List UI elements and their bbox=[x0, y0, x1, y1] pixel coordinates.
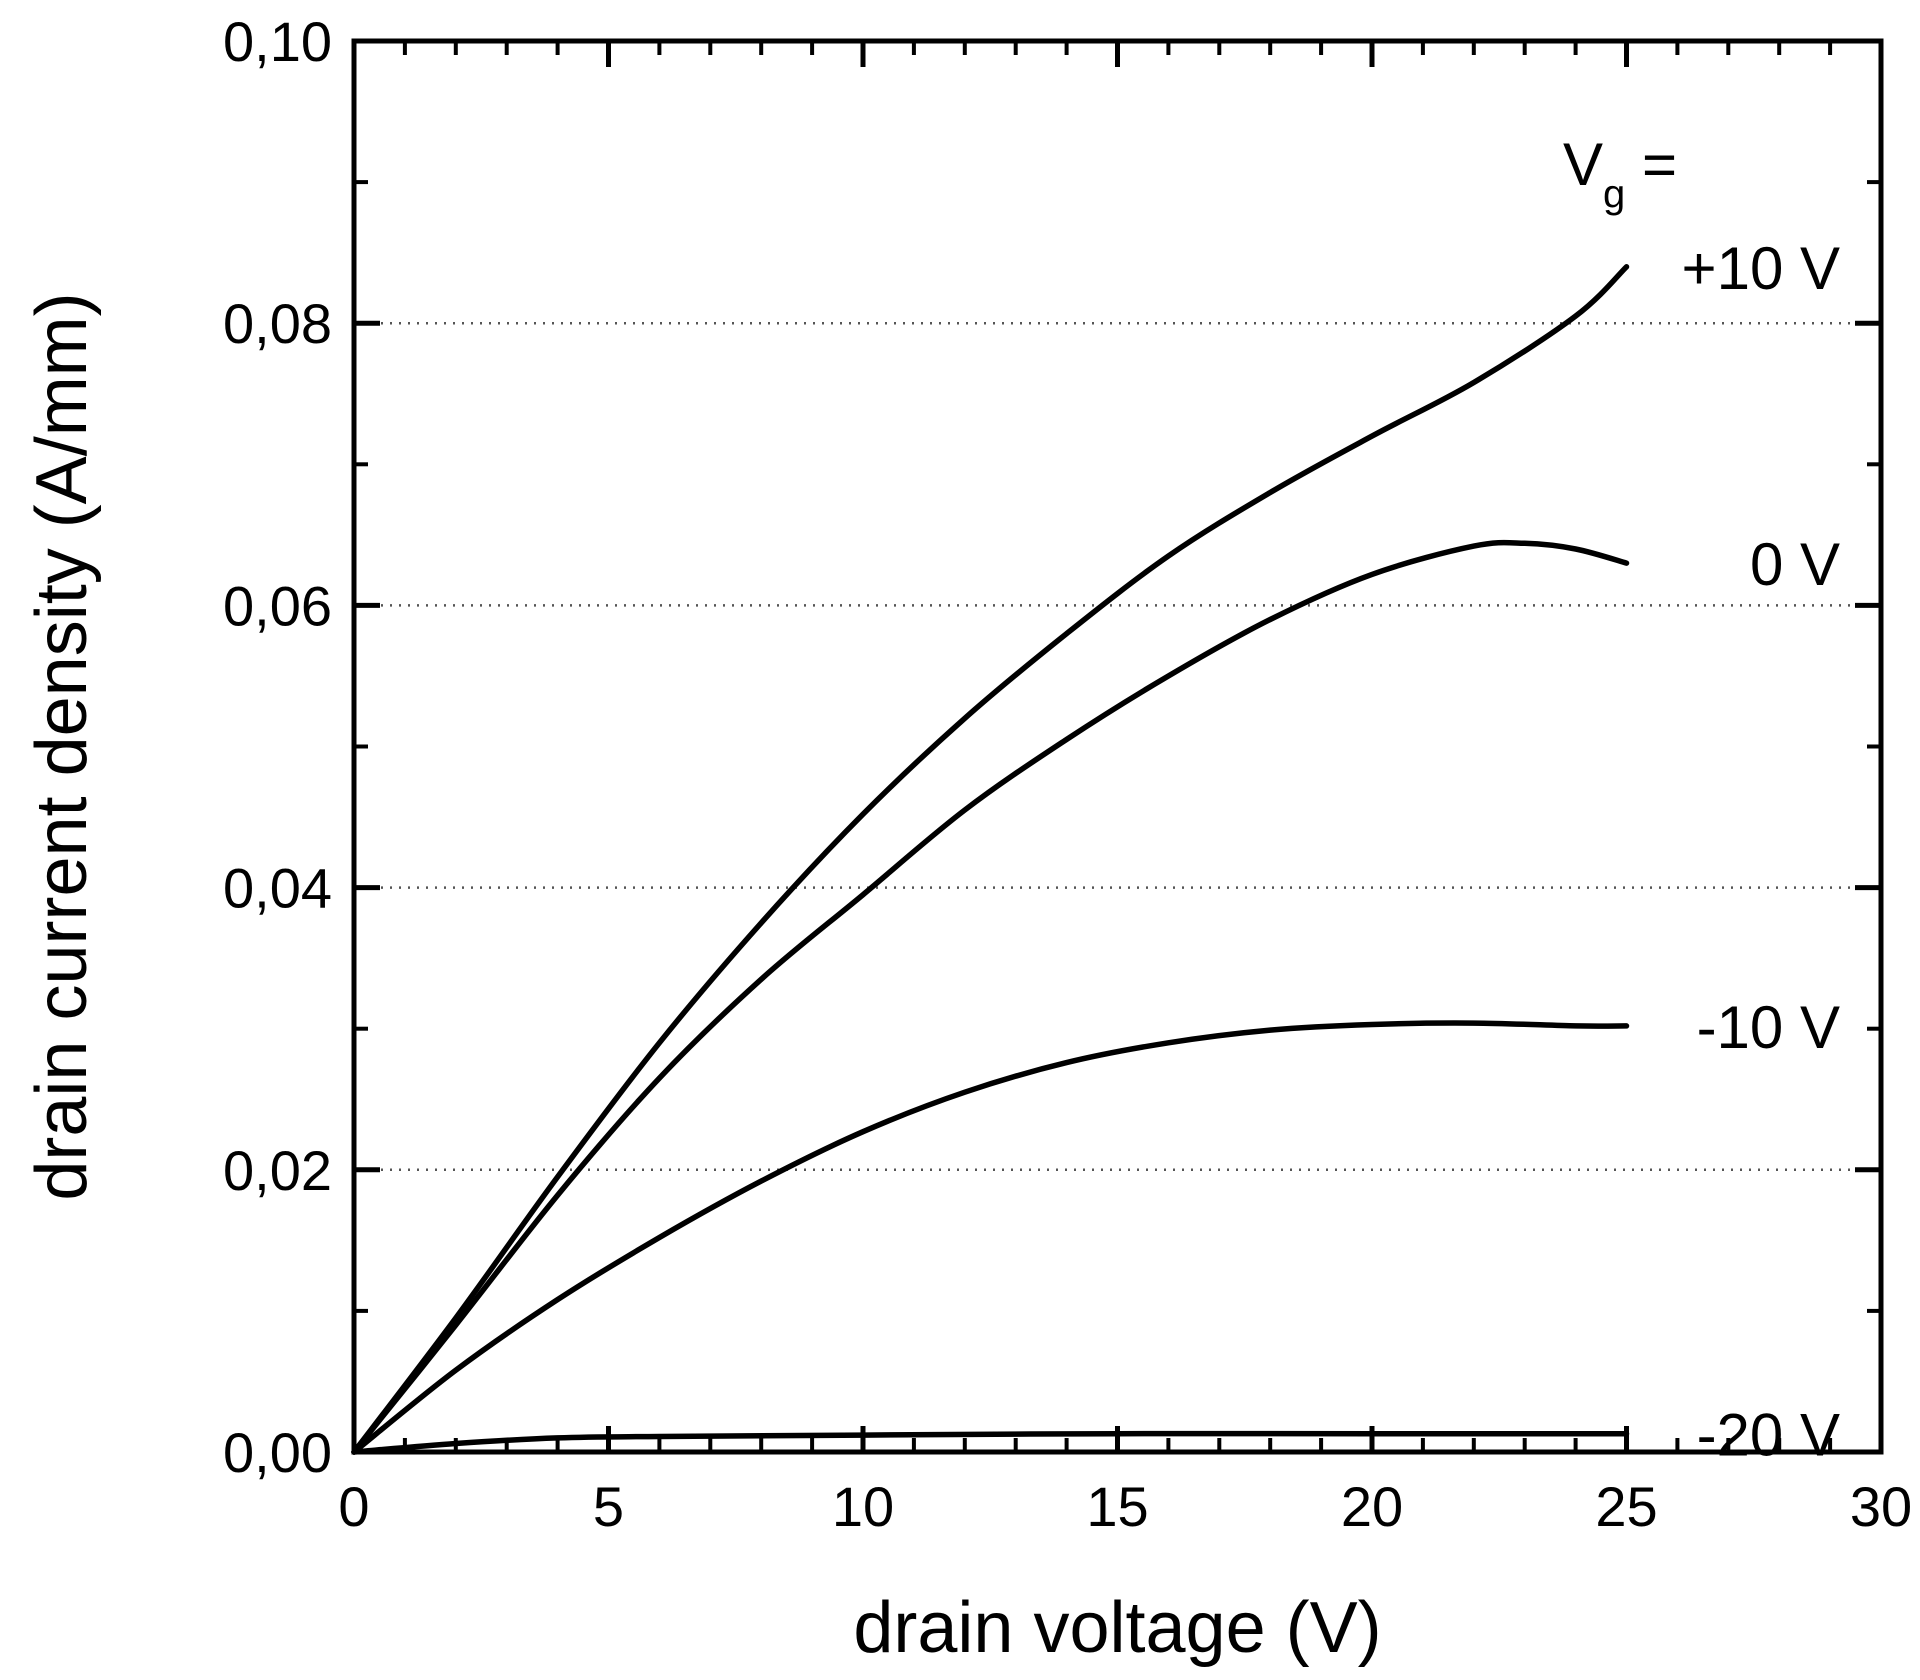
grid-lines bbox=[354, 321, 1881, 1172]
series-label-minus-20v: -20 V bbox=[1697, 1402, 1840, 1469]
y-tick-label: 0,08 bbox=[223, 292, 332, 355]
legend-title: Vg = bbox=[1563, 131, 1677, 216]
series-line-minus-20v bbox=[351, 1430, 1630, 1455]
series-label-minus-10v: -10 V bbox=[1697, 994, 1840, 1061]
tick-labels: 0,00 0,02 0,04 0,06 0,08 0,10 0 5 10 15 20 25 30 bbox=[223, 10, 1912, 1538]
axis-ticks bbox=[351, 38, 1884, 1455]
series-labels: +10 V 0 V -10 V -20 V bbox=[1682, 235, 1840, 1469]
x-tick-label: 10 bbox=[832, 1475, 894, 1538]
x-tick-label: 15 bbox=[1086, 1475, 1148, 1538]
x-axis-title: drain voltage (V) bbox=[853, 1588, 1381, 1668]
series-line-minus-10v bbox=[351, 1020, 1630, 1455]
series-label-plus-10v: +10 V bbox=[1682, 235, 1840, 302]
y-tick-label: 0,02 bbox=[223, 1139, 332, 1202]
plot-frame bbox=[351, 38, 1884, 1455]
legend-title-main: V bbox=[1563, 131, 1603, 198]
x-tick-label: 0 bbox=[338, 1475, 369, 1538]
legend-title-subscript: g bbox=[1603, 172, 1625, 216]
series-line-plus-10v bbox=[351, 264, 1630, 1455]
series-line-0v bbox=[351, 539, 1630, 1455]
y-tick-label: 0,04 bbox=[223, 857, 332, 920]
x-tick-label: 25 bbox=[1595, 1475, 1657, 1538]
y-tick-label: 0,00 bbox=[223, 1421, 332, 1484]
series-label-0v: 0 V bbox=[1750, 531, 1840, 598]
y-axis-title: drain current density (A/mm) bbox=[22, 292, 102, 1200]
x-tick-label: 30 bbox=[1850, 1475, 1912, 1538]
y-tick-label: 0,10 bbox=[223, 10, 332, 73]
data-series bbox=[351, 264, 1630, 1455]
x-tick-label: 20 bbox=[1341, 1475, 1403, 1538]
y-tick-label: 0,06 bbox=[223, 574, 332, 637]
legend-title-suffix: = bbox=[1625, 131, 1677, 198]
x-tick-label: 5 bbox=[593, 1475, 624, 1538]
